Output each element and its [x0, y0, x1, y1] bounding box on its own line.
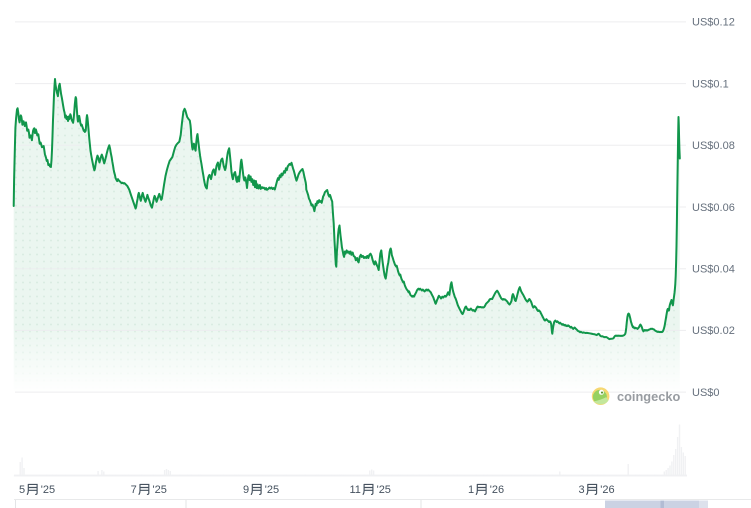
- svg-text:US$0.06: US$0.06: [692, 202, 735, 214]
- svg-text:US$0.04: US$0.04: [692, 264, 735, 276]
- svg-text:US$0.02: US$0.02: [692, 325, 735, 337]
- svg-text:'26: '26: [600, 484, 614, 496]
- svg-text:coingecko: coingecko: [617, 389, 680, 404]
- svg-text:US$0.1: US$0.1: [692, 78, 729, 90]
- svg-text:11: 11: [349, 484, 360, 496]
- svg-text:US$0.12: US$0.12: [692, 17, 735, 29]
- svg-text:9: 9: [243, 484, 249, 496]
- svg-text:5: 5: [19, 484, 25, 496]
- svg-text:1: 1: [468, 484, 474, 496]
- svg-text:7: 7: [131, 484, 137, 496]
- svg-text:'25: '25: [265, 484, 279, 496]
- svg-text:US$0.08: US$0.08: [692, 140, 735, 152]
- svg-text:'25: '25: [41, 484, 55, 496]
- svg-text:'25: '25: [153, 484, 167, 496]
- svg-text:'25: '25: [377, 484, 391, 496]
- svg-text:US$0: US$0: [692, 387, 720, 399]
- svg-text:3: 3: [578, 484, 584, 496]
- svg-text:'26: '26: [490, 484, 504, 496]
